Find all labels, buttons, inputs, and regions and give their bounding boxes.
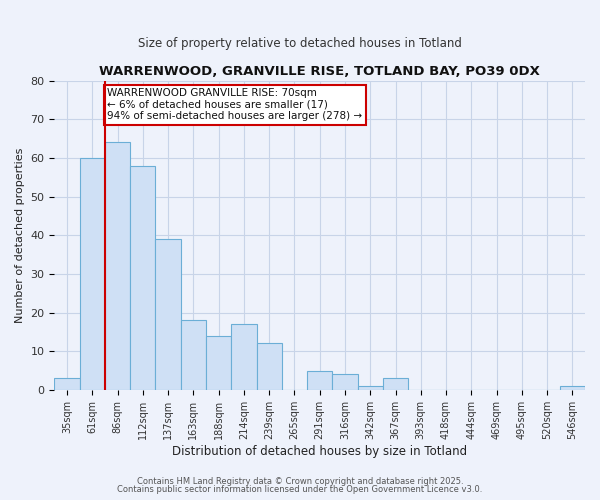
Bar (55, 378, 80, 390)
X-axis label: Distribution of detached houses by size in Totland: Distribution of detached houses by size … (172, 444, 467, 458)
Text: Contains HM Land Registry data © Crown copyright and database right 2025.: Contains HM Land Registry data © Crown c… (137, 477, 463, 486)
Bar (257, 344, 282, 390)
Bar (206, 336, 231, 390)
Text: Contains public sector information licensed under the Open Government Licence v3: Contains public sector information licen… (118, 485, 482, 494)
Text: Size of property relative to detached houses in Totland: Size of property relative to detached ho… (138, 38, 462, 51)
Text: WARRENWOOD GRANVILLE RISE: 70sqm
← 6% of detached houses are smaller (17)
94% of: WARRENWOOD GRANVILLE RISE: 70sqm ← 6% of… (107, 88, 362, 122)
Bar (155, 239, 181, 390)
Y-axis label: Number of detached properties: Number of detached properties (15, 148, 25, 323)
Bar (307, 370, 332, 390)
Bar (130, 166, 155, 390)
Title: WARRENWOOD, GRANVILLE RISE, TOTLAND BAY, PO39 0DX: WARRENWOOD, GRANVILLE RISE, TOTLAND BAY,… (99, 65, 540, 78)
Bar (231, 324, 257, 390)
Bar (358, 386, 383, 390)
Bar (332, 374, 358, 390)
Bar (560, 386, 585, 390)
Bar (181, 320, 206, 390)
Bar (80, 158, 105, 390)
Bar (383, 378, 408, 390)
Bar (105, 142, 130, 390)
